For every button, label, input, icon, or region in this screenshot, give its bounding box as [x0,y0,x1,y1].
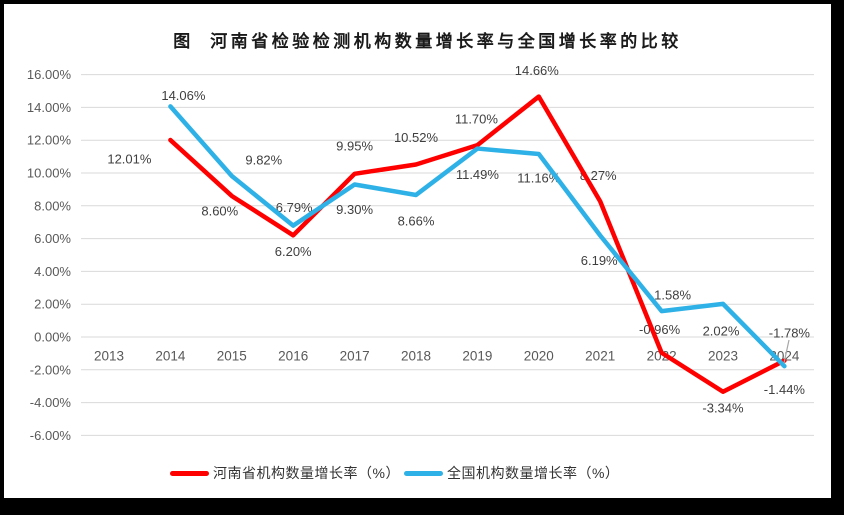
data-label-national: 9.82% [245,152,282,167]
x-axis-tick-label: 2016 [278,349,308,364]
legend: 河南省机构数量增长率（%） 全国机构数量增长率（%） [170,463,619,483]
x-axis-tick-label: 2015 [217,349,247,364]
data-label-henan: 14.66% [515,63,560,78]
x-axis-tick-label: 2013 [94,349,124,364]
y-axis-tick-label: 6.00% [34,231,71,246]
data-label-henan: 10.52% [394,130,439,145]
y-axis-tick-label: 12.00% [27,133,72,148]
data-label-national: 9.30% [336,202,373,217]
y-axis-tick-label: 2.00% [34,297,71,312]
data-label-national: 11.16% [517,170,561,185]
data-label-henan: -3.34% [702,400,744,415]
data-label-henan: 8.60% [201,203,238,218]
data-label-national: 11.49% [456,167,500,182]
data-label-henan: -0.96% [639,322,681,337]
henan-series-line [168,94,787,395]
x-axis-tick-label: 2020 [524,349,554,364]
legend-swatch-henan-icon [170,470,209,476]
data-label-henan: 12.01% [107,152,152,167]
x-axis-tick-label: 2014 [155,349,186,364]
data-label-henan: 9.95% [336,138,373,153]
legend-item-national: 全国机构数量增长率（%） [403,463,620,483]
x-axis-tick-label: 2021 [585,349,615,364]
data-label-national: 1.58% [654,288,691,303]
chart-title: 图 河南省检验检测机构数量增长率与全国增长率的比较 [173,32,682,51]
data-label-national: 6.19% [581,253,618,268]
national-series-line [168,104,787,369]
y-axis-tick-label: -4.00% [30,395,72,410]
data-label-national: -1.78% [769,326,811,341]
y-axis-tick-label: 8.00% [34,198,71,213]
data-label-henan: -1.44% [764,382,806,397]
line-plot: 16.00% 14.00% 12.00% 10.00% 8.00% 6.00% 4.00% 2… [27,63,814,443]
legend-swatch-national-icon [403,470,443,476]
data-label-national: 6.79% [276,200,313,215]
x-axis-tick-label: 2019 [462,349,492,364]
data-label-henan: 6.20% [275,244,312,259]
legend-label-national: 全国机构数量增长率（%） [446,465,620,481]
x-axis-tick-label: 2023 [708,349,738,364]
data-label-national: 2.02% [703,323,740,338]
data-label-national: 14.06% [161,88,206,103]
label-leader-line [783,339,790,364]
y-axis-tick-label: 4.00% [34,264,71,279]
legend-label-henan: 河南省机构数量增长率（%） [213,465,400,481]
y-axis-tick-label: 10.00% [27,166,72,181]
y-axis-tick-label: -2.00% [30,362,72,377]
x-axis-tick-label: 2018 [401,349,431,364]
x-axis-tick-label: 2017 [340,349,370,364]
y-axis-tick-label: 14.00% [27,100,72,115]
y-axis-tick-label: 16.00% [27,67,72,82]
data-label-national: 8.66% [398,213,435,228]
y-axis-tick-label: -6.00% [30,428,72,443]
data-label-henan: 11.70% [455,112,499,127]
legend-item-henan: 河南省机构数量增长率（%） [170,463,400,483]
y-axis-tick-label: 0.00% [34,330,71,345]
chart-canvas: 图 河南省检验检测机构数量增长率与全国增长率的比较 16.00% 14.00% 12… [4,4,831,498]
